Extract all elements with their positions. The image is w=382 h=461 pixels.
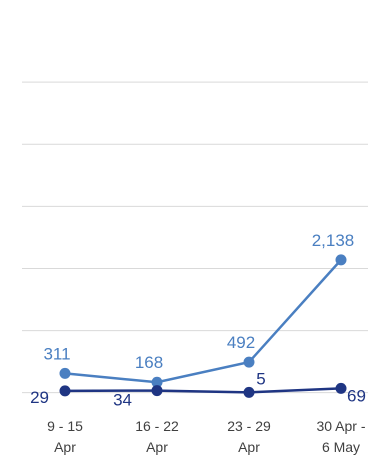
data-label: 492 [227, 333, 255, 352]
series-line-1 [64, 259, 342, 384]
series-line-2 [64, 387, 342, 394]
data-point [59, 385, 71, 397]
data-point [59, 367, 71, 379]
data-labels: 311 168 492 2,138 29 34 5 69 [30, 231, 366, 410]
data-label: 2,138 [312, 231, 355, 250]
gridlines [22, 81, 368, 394]
series-lines [59, 254, 347, 398]
x-tick-label: 9 - 15 Apr [47, 418, 83, 455]
x-axis-tick-labels: 9 - 15 Apr 16 - 22 Apr 23 - 29 Apr 30 Apr -6 M… [47, 418, 366, 455]
x-tick-label: 30 Apr -6 May [316, 418, 365, 455]
data-point [243, 356, 255, 368]
data-point [335, 382, 347, 394]
data-label: 168 [135, 353, 163, 372]
data-point [335, 254, 347, 266]
x-tick-label: 16 - 22 Apr [135, 418, 179, 455]
data-label: 29 [30, 388, 49, 407]
data-label: 5 [256, 369, 265, 388]
data-point [151, 376, 163, 388]
data-label: 69 [347, 386, 366, 405]
data-label: 311 [43, 344, 70, 363]
x-tick-label: 23 - 29 Apr [227, 418, 271, 455]
data-point [243, 386, 255, 398]
data-label: 34 [113, 391, 132, 410]
data-point [151, 385, 163, 397]
